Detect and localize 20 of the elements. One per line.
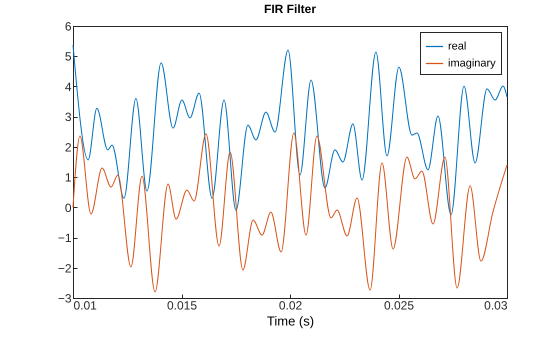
line-series [72,132,508,292]
y-tick-label: 5 [64,50,72,64]
y-tick-label: −1 [58,231,72,246]
y-tick-label: 4 [64,80,72,94]
y-tick-label: 2 [64,140,72,154]
legend-label: real [448,40,466,52]
x-tick-label: 0.02 [278,298,302,312]
y-tick-label: 6 [64,20,72,34]
chart-title: FIR Filter [264,2,316,16]
x-tick-label: 0.01 [74,298,98,312]
y-tick-label: −2 [58,261,72,276]
y-tick-label: 3 [64,110,72,124]
x-tick-label: 0.03 [484,298,508,312]
y-tick-label: −3 [58,292,72,306]
x-tick-label: 0.015 [166,298,198,312]
y-tick-label: 0 [64,200,72,215]
x-tick-label: 0.025 [384,298,414,312]
y-tick-label: 1 [64,170,72,185]
x-axis-title: Time (s) [266,314,314,328]
legend-label: imaginary [448,58,496,70]
